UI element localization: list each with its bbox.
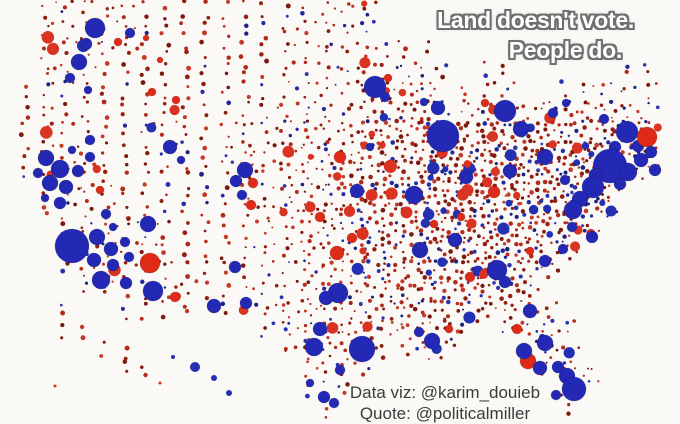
- credits-quote-line: Quote: @politicalmiller: [359, 404, 531, 423]
- title-line-1: Land doesn't vote.: [437, 7, 634, 33]
- credits-dataviz-line: Data viz: @karim_douieb: [349, 383, 541, 402]
- map-title: Land doesn't vote. People do.: [437, 5, 634, 65]
- credits: Data viz: @karim_douieb Quote: @politica…: [332, 382, 558, 424]
- title-line-2: People do.: [508, 37, 623, 63]
